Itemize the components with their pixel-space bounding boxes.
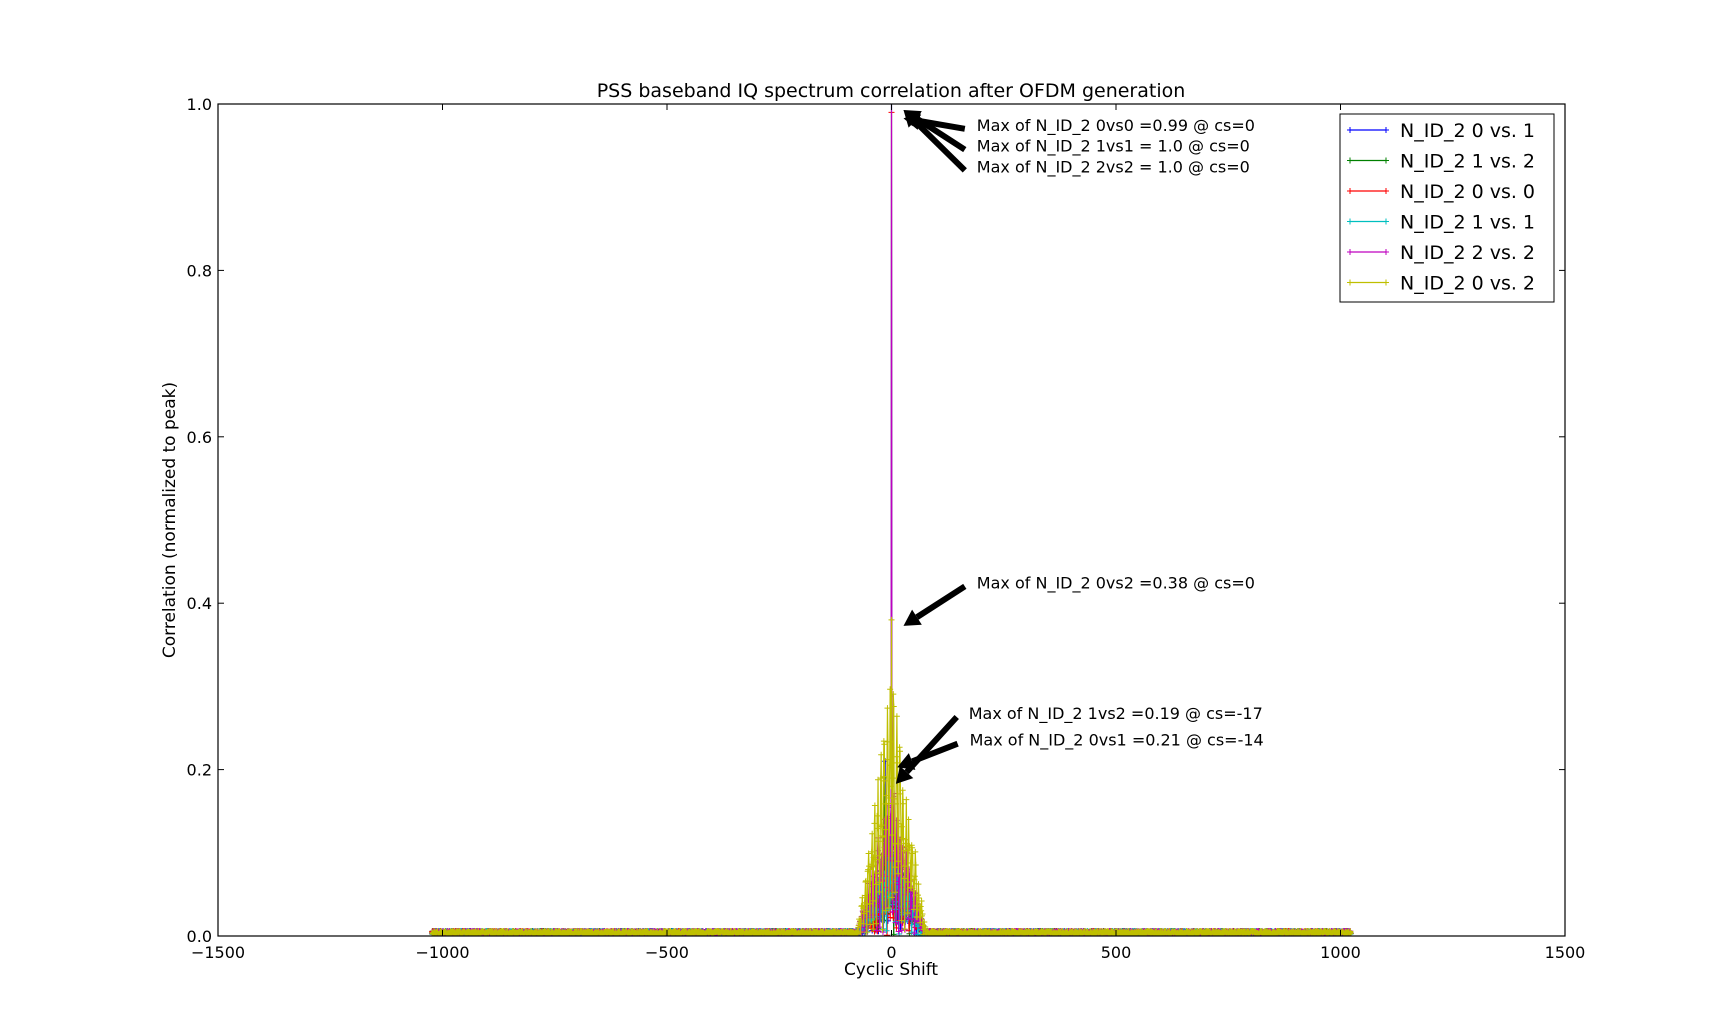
- y-tick-label: 0.2: [187, 761, 212, 780]
- legend-box: [1339, 113, 1555, 303]
- x-tick-label: −1000: [415, 943, 469, 962]
- legend-swatch-markers: [1347, 249, 1389, 255]
- legend-item: N_ID_2 0 vs. 1: [1347, 120, 1535, 142]
- legend-item: N_ID_2 0 vs. 0: [1347, 181, 1535, 203]
- legend-item: N_ID_2 0 vs. 2: [1347, 273, 1535, 295]
- x-tick-label: 1500: [1545, 943, 1586, 962]
- legend-item: N_ID_2 2 vs. 2: [1347, 242, 1535, 264]
- y-tick-label: 0.6: [187, 428, 212, 447]
- annotation-text: Max of N_ID_2 1vs2 =0.19 @ cs=-17: [969, 704, 1263, 724]
- annotation-arrow-shaft: [915, 116, 967, 153]
- legend-label: N_ID_2 2 vs. 2: [1400, 242, 1535, 264]
- legend-label: N_ID_2 1 vs. 2: [1400, 151, 1535, 173]
- x-axis-label: Cyclic Shift: [844, 960, 938, 980]
- legend-swatch-markers: [1347, 188, 1389, 194]
- annotation-arrow-shaft: [911, 740, 959, 765]
- legend-label: N_ID_2 1 vs. 1: [1400, 212, 1535, 234]
- annotation-arrow-shaft: [912, 119, 967, 173]
- x-tick-label: 0: [886, 943, 896, 962]
- annotation-arrow-head: [897, 753, 916, 770]
- annotation-arrow-shaft: [915, 583, 967, 620]
- x-tick-label: 500: [1101, 943, 1132, 962]
- annotation-text: Max of N_ID_2 2vs2 = 1.0 @ cs=0: [977, 157, 1250, 177]
- series-layer: [429, 104, 1354, 936]
- annotation-text: Max of N_ID_2 0vs2 =0.38 @ cs=0: [977, 573, 1255, 593]
- series-6: [429, 616, 1354, 936]
- y-tick-label: 1.0: [187, 95, 212, 114]
- legend-swatch-markers: [1347, 218, 1389, 225]
- axis-ticks: −1500 −1000 −500 0 500 1000 1500 0.0 0.2 0.4 0.6 0.…: [187, 95, 1586, 962]
- annotation-text: Max of N_ID_2 0vs1 =0.21 @ cs=-14: [970, 731, 1264, 751]
- annotation: Max of N_ID_2 0vs2 =0.38 @ cs=0: [903, 573, 1255, 626]
- legend-swatch-markers: [1347, 279, 1389, 286]
- legend-item: N_ID_2 1 vs. 2: [1347, 151, 1535, 173]
- annotation: Max of N_ID_2 0vs1 =0.21 @ cs=-14: [897, 731, 1264, 770]
- legend-label: N_ID_2 0 vs. 0: [1400, 181, 1535, 203]
- x-tick-label: −500: [645, 943, 689, 962]
- x-tick-label: 1000: [1320, 943, 1361, 962]
- annotation-text: Max of N_ID_2 1vs1 = 1.0 @ cs=0: [977, 137, 1250, 157]
- series-markers: [429, 616, 1354, 936]
- y-tick-label: 0.0: [187, 927, 212, 946]
- annotation: Max of N_ID_2 2vs2 = 1.0 @ cs=0: [903, 110, 1250, 177]
- legend: N_ID_2 0 vs. 1 N_ID_2 1 vs. 2 N_ID_2 0 vs.…: [1339, 113, 1555, 303]
- chart-title: PSS baseband IQ spectrum correlation aft…: [597, 80, 1186, 102]
- legend-item: N_ID_2 1 vs. 1: [1347, 212, 1535, 234]
- annotation-arrow-head: [903, 609, 922, 626]
- annotation-arrow-head: [895, 766, 914, 784]
- legend-label: N_ID_2 0 vs. 2: [1400, 273, 1535, 295]
- y-tick-label: 0.4: [187, 594, 212, 613]
- legend-swatch-markers: [1347, 127, 1389, 133]
- x-tick-label: −1500: [191, 943, 245, 962]
- legend-swatch-markers: [1347, 157, 1389, 164]
- y-axis-label: Correlation (normalized to peak): [160, 382, 180, 658]
- y-tick-label: 0.8: [187, 261, 212, 280]
- legend-label: N_ID_2 0 vs. 1: [1400, 120, 1535, 142]
- annotation-text: Max of N_ID_2 0vs0 =0.99 @ cs=0: [977, 116, 1255, 136]
- annotation-arrow-head: [903, 110, 922, 128]
